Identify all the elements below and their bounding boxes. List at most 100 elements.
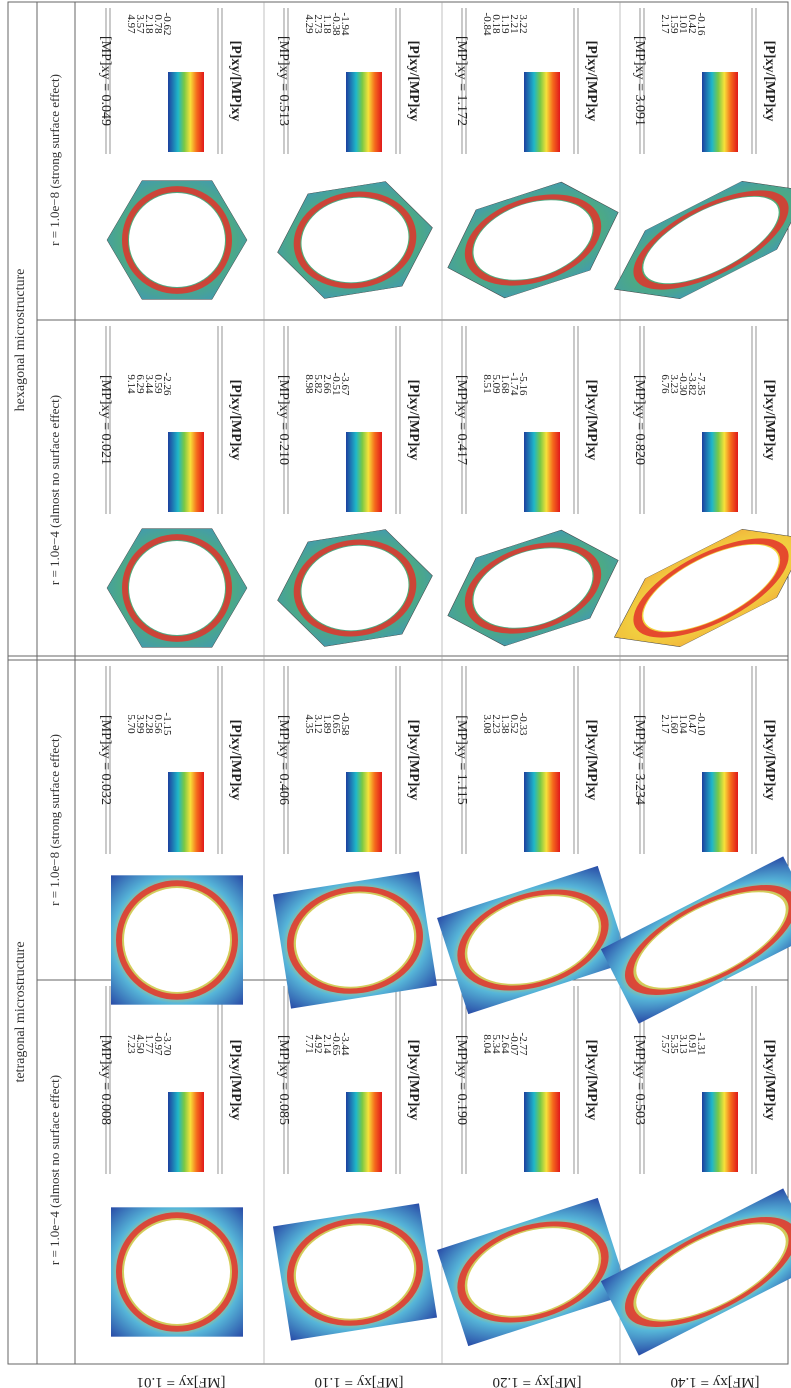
hexagonal-cell-image: [447, 529, 619, 647]
tetragonal-cell-image: [437, 865, 629, 1015]
pore-hole: [124, 1220, 230, 1324]
legend-footer: [MP]xy = 1.115: [454, 715, 469, 804]
legend-tick-label: 1.77: [143, 1034, 155, 1054]
legend-tick-label: 0.78: [152, 14, 164, 34]
legend-tick-label: -0.07: [508, 1033, 520, 1056]
legend-tick-label: 0.47: [686, 714, 698, 734]
hexagonal-cell-image: [447, 181, 619, 299]
pore-hole: [129, 192, 225, 288]
header-group: tetragonal microstructure hexagonal micr…: [13, 74, 62, 1265]
legend-tick-label: 4.50: [134, 1034, 146, 1054]
legend-tick-label: 2.28: [143, 714, 155, 734]
legend-tick-label: 7.71: [303, 1034, 315, 1053]
tetragonal-cell-image: [600, 1188, 791, 1356]
legend-colorbar: [168, 1092, 204, 1172]
pore-hole: [295, 1225, 415, 1319]
result-cell: [MP]xy = 3.091 [P]xy/[MP]xy 2.171.591.010.…: [613, 8, 791, 300]
result-cell: [MP]xy = 0.190 [P]xy/[MP]xy 8.045.342.64-0…: [437, 986, 629, 1347]
legend-tick-label: -0.51: [330, 373, 342, 396]
legend-tick-label: -1.31: [695, 1033, 707, 1056]
legend-tick-label: 2.66: [321, 374, 333, 394]
pore-hole: [124, 888, 230, 992]
legend-colorbar: [524, 432, 560, 512]
result-cell: [MP]xy = 0.032 [P]xy/[MP]xy 5.703.992.280.…: [98, 666, 243, 1005]
legend-tick-label: 8.98: [303, 374, 315, 394]
stress-ring: [122, 186, 232, 294]
stress-ring: [293, 539, 417, 637]
legend-tick-label: 5.70: [125, 714, 137, 734]
pore-hole: [473, 548, 593, 628]
table-grid: [7, 1, 789, 1365]
legend-title: [P]xy/[MP]xy: [762, 720, 777, 801]
legend-footer: [MP]xy = 0.190: [454, 1035, 469, 1125]
pore-hole: [467, 1228, 599, 1316]
stress-ring: [116, 880, 238, 1000]
legend-colorbar: [524, 772, 560, 852]
legend-footer: [MP]xy = 0.032: [98, 715, 113, 805]
legend-tick-label: -0.16: [695, 13, 707, 36]
legend-tick-label: 5.09: [490, 374, 502, 394]
stress-ring: [457, 1221, 609, 1323]
legend-footer: [MP]xy = 0.021: [98, 375, 113, 465]
legend-tick-label: 1.60: [668, 714, 680, 734]
pore-hole: [129, 540, 225, 636]
legend-tick-label: 2.64: [499, 1034, 511, 1054]
pore-hole: [295, 893, 415, 987]
legend-tick-label: 8.04: [481, 1034, 493, 1054]
legend-tick-label: 6.29: [134, 374, 146, 394]
result-cell: [MP]xy = 3.234 [P]xy/[MP]xy 2.171.601.040.…: [600, 666, 791, 1024]
column-header-hex-strong: r = 1.0e−8 (strong surface effect): [47, 74, 62, 246]
legend-footer: [MP]xy = 0.008: [98, 1035, 113, 1125]
tetragonal-cell-image: [272, 1203, 438, 1341]
stress-ring: [624, 885, 791, 995]
legend-tick-label: 5.34: [490, 1034, 502, 1054]
legend-title: [P]xy/[MP]xy: [584, 720, 599, 801]
tetragonal-cell-image: [272, 871, 438, 1009]
legend-colorbar: [702, 772, 738, 852]
row-label: [MF]xy = 1.01: [137, 1374, 226, 1388]
legend-tick-label: -2.77: [517, 1033, 529, 1056]
legend-tick-label: 1.04: [677, 714, 689, 734]
stress-ring: [624, 1217, 791, 1327]
legend-title: [P]xy/[MP]xy: [406, 720, 421, 801]
legend-tick-label: -3.67: [339, 373, 351, 396]
legend-tick-label: 1.68: [499, 374, 511, 394]
pore-hole: [643, 196, 779, 284]
hexagonal-cell-image: [106, 180, 248, 300]
legend-tick-label: -0.58: [339, 713, 351, 736]
pore-hole: [636, 892, 786, 988]
tetragonal-cell-image: [111, 1207, 243, 1337]
legend-tick-label: 3.22: [517, 14, 529, 33]
hexagonal-cell-image: [613, 180, 791, 300]
hexagonal-cell-image: [277, 181, 433, 299]
result-cell: [MP]xy = 0.417 [P]xy/[MP]xy 8.515.091.68-1…: [447, 326, 619, 647]
column-header-hex-weak: r = 1.0e−4 (almost no surface effect): [47, 395, 62, 585]
legend-colorbar: [346, 432, 382, 512]
legend-tick-label: 3.44: [143, 374, 155, 394]
legend-colorbar: [346, 772, 382, 852]
row-label: [MF]xy = 1.10: [315, 1374, 404, 1388]
legend-tick-label: 4.92: [312, 1034, 324, 1053]
legend-title: [P]xy/[MP]xy: [228, 1040, 243, 1121]
legend-tick-label: 0.52: [508, 714, 520, 733]
legend-tick-label: 3.99: [134, 714, 146, 734]
column-header-tetra-weak: r = 1.0e−4 (almost no surface effect): [47, 1075, 62, 1265]
legend-footer: [MP]xy = 0.406: [276, 715, 291, 805]
legend-tick-label: -7.35: [695, 373, 707, 396]
legend-colorbar: [168, 772, 204, 852]
legend-colorbar: [524, 72, 560, 152]
legend-colorbar: [168, 72, 204, 152]
legend-footer: [MP]xy = 3.091: [632, 36, 647, 126]
legend-tick-label: -1.74: [508, 373, 520, 396]
legend-footer: [MP]xy = 0.513: [276, 36, 291, 126]
legend-tick-label: 0.65: [330, 714, 342, 734]
legend-footer: [MP]xy = 0.049: [98, 36, 113, 126]
legend-tick-label: 0.18: [490, 14, 502, 34]
result-cell: [MP]xy = 1.172 [P]xy/[MP]xy -0.840.181.192…: [447, 8, 619, 299]
legend-tick-label: -0.38: [330, 13, 342, 36]
legend-title: [P]xy/[MP]xy: [584, 1040, 599, 1121]
stress-ring: [464, 194, 602, 286]
table-row: [MF]xy = 1.10 [MP]xy = 0.085 [P]xy/[MP]xy 7…: [263, 2, 438, 1388]
stress-ring: [122, 534, 232, 642]
legend-tick-label: 1.18: [321, 14, 333, 34]
